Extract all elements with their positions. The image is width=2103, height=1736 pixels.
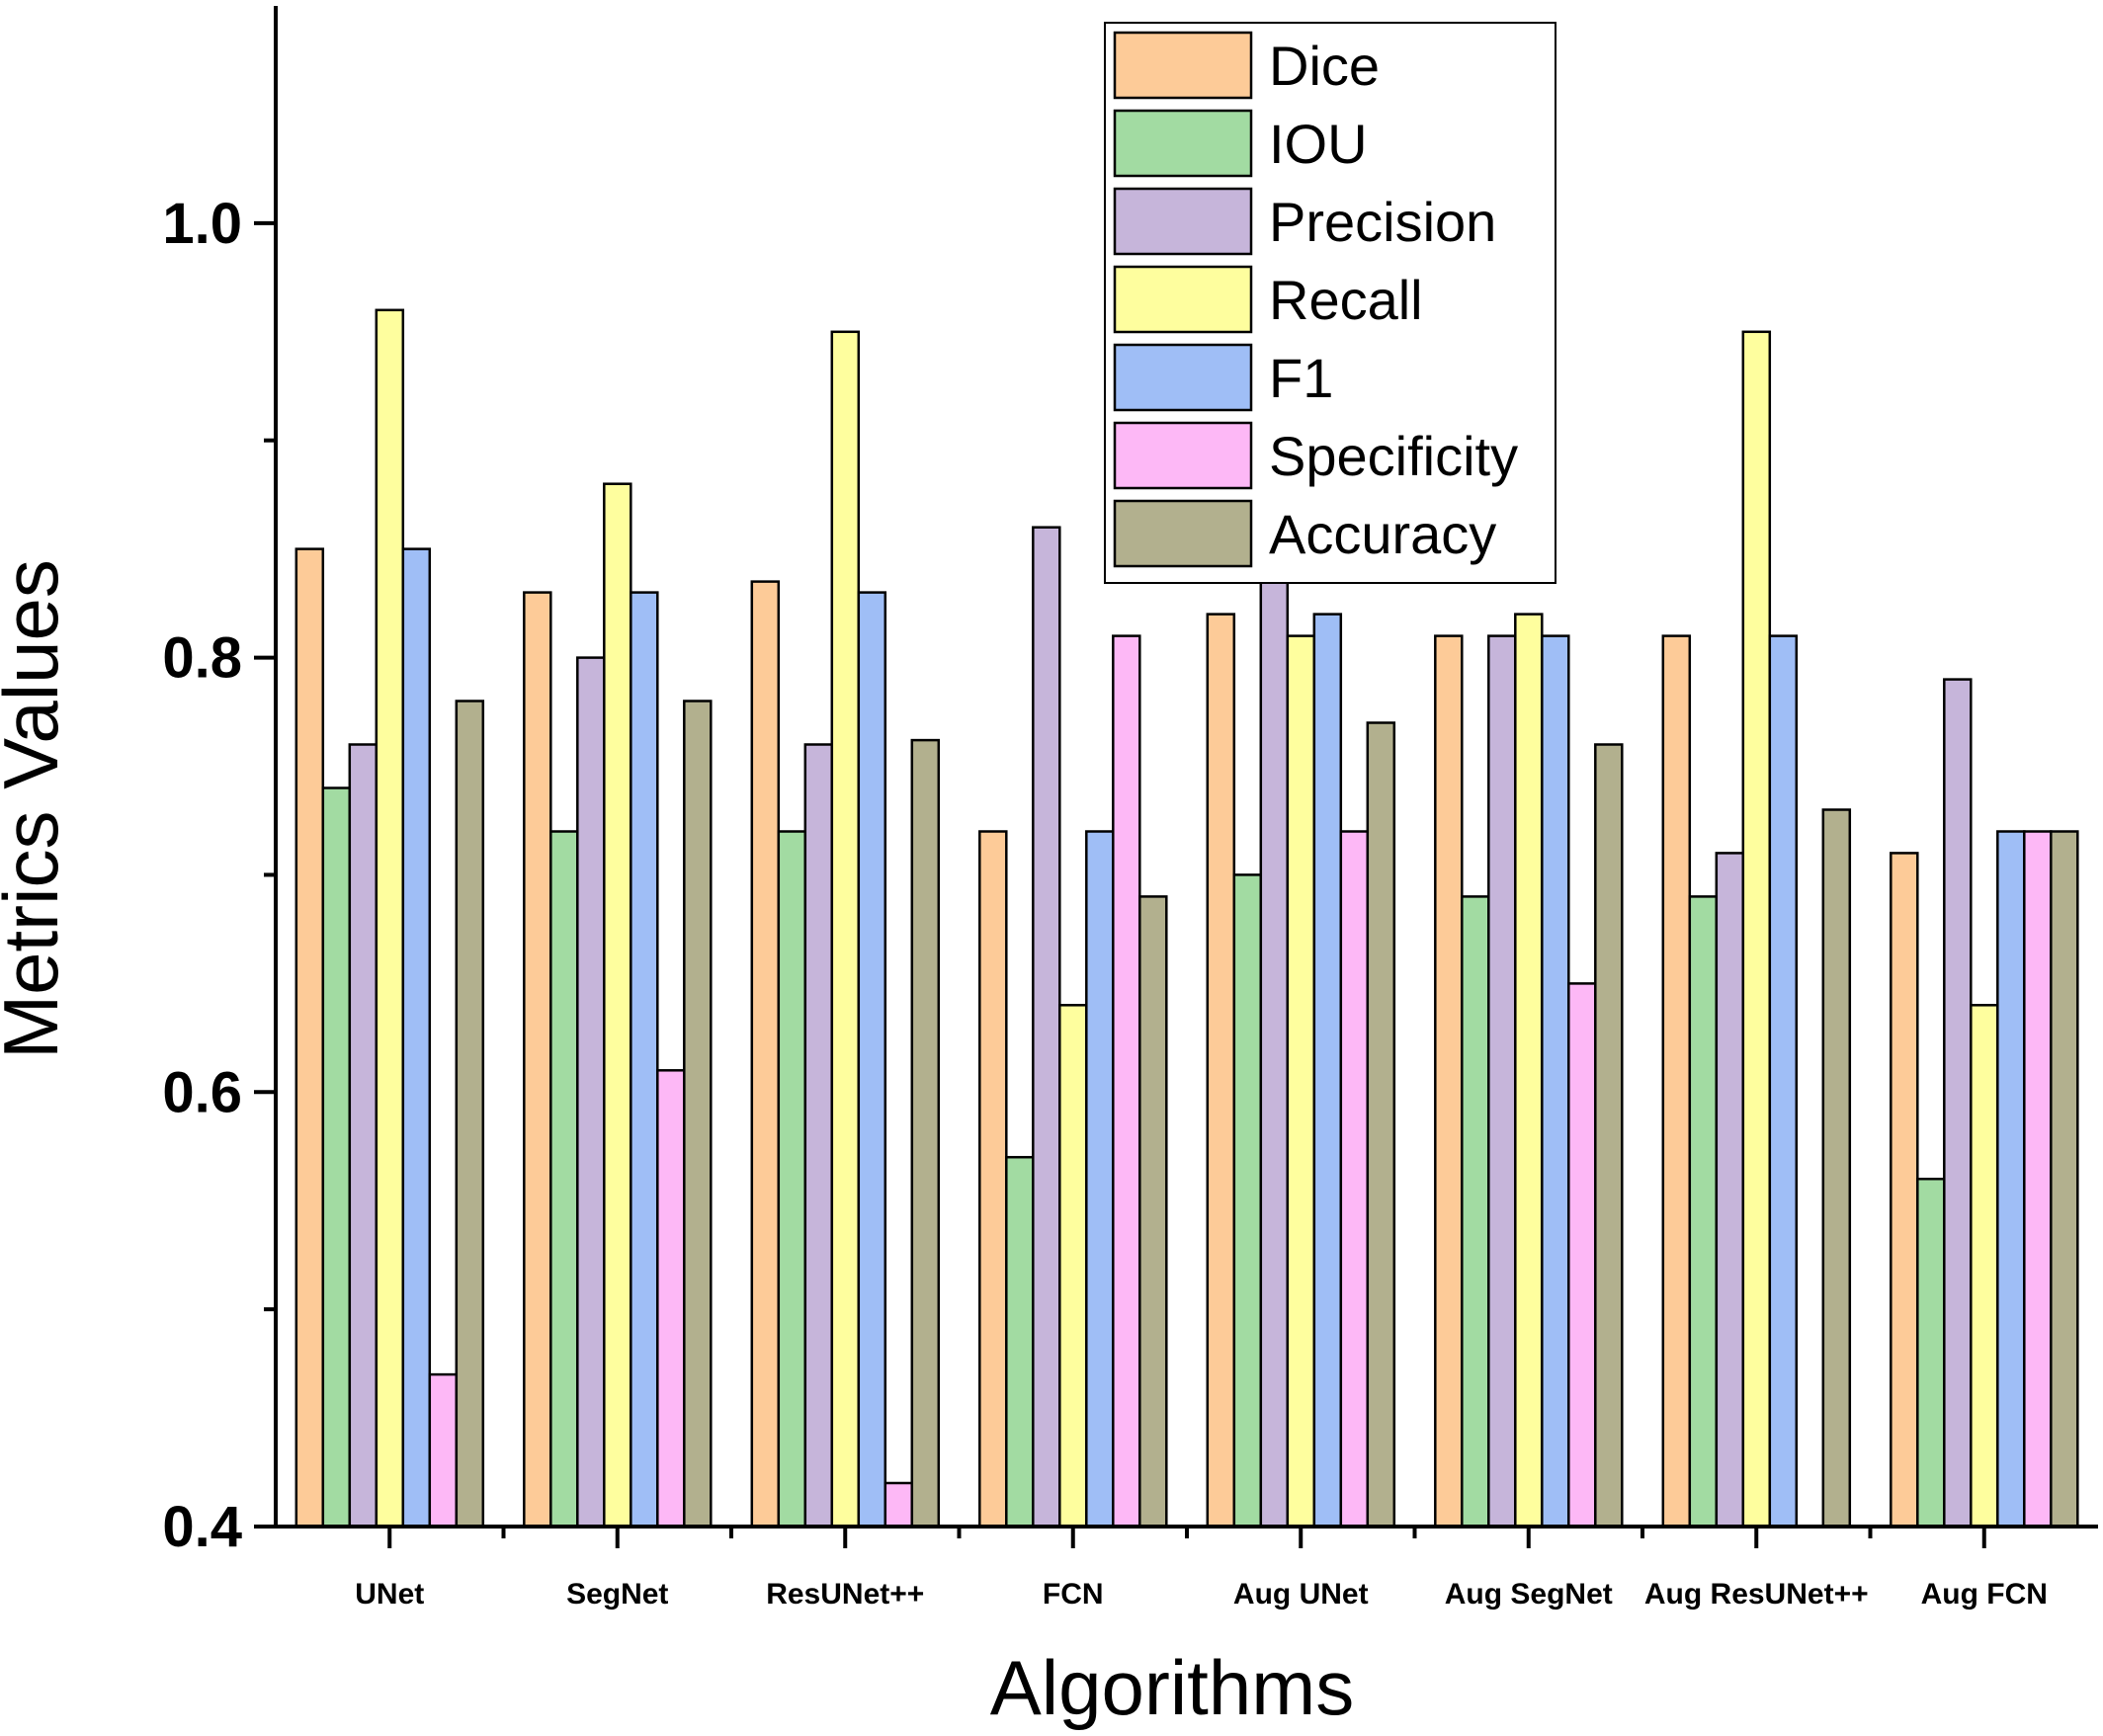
bar-accuracy-aug-fcn (2050, 830, 2079, 1529)
bar-recall-aug-unet (1286, 634, 1316, 1529)
bar-accuracy-resunet- (910, 738, 941, 1529)
y-tick-label: 0.4 (162, 1495, 242, 1559)
bar-precision-aug-resunet- (1715, 852, 1745, 1529)
bar-recall-aug-segnet (1514, 613, 1544, 1529)
legend-label-f1: F1 (1269, 347, 1333, 409)
x-tick-label: ResUNet++ (766, 1578, 924, 1611)
bar-dice-aug-segnet (1434, 634, 1464, 1529)
bar-precision-fcn (1032, 526, 1061, 1529)
legend-label-iou: IOU (1269, 113, 1368, 175)
legend-label-accuracy: Accuracy (1269, 503, 1496, 565)
legend-swatch-accuracy (1113, 499, 1253, 568)
bar-dice-fcn (978, 830, 1008, 1529)
bar-dice-aug-resunet- (1661, 634, 1692, 1529)
bar-specificity-resunet- (883, 1481, 914, 1529)
legend-swatch-specificity (1113, 421, 1253, 490)
bar-f1-fcn (1085, 830, 1115, 1529)
bar-specificity-fcn (1112, 634, 1141, 1529)
bar-dice-segnet (523, 591, 552, 1529)
bar-f1-aug-segnet (1541, 634, 1570, 1529)
bar-precision-aug-fcn (1943, 678, 1973, 1529)
bar-iou-unet (321, 786, 352, 1529)
axes-group: 0.4 0.6 0.8 1.0 UNet SegNet ResUNet++ FCN Aug UN… (162, 6, 2098, 1611)
bar-f1-unet (401, 547, 432, 1529)
bar-iou-segnet (549, 830, 579, 1529)
bar-specificity-aug-fcn (2023, 830, 2053, 1529)
bar-iou-fcn (1005, 1155, 1035, 1529)
bar-iou-aug-fcn (1916, 1177, 1946, 1529)
bar-f1-aug-fcn (1996, 830, 2026, 1529)
x-tick-label: Aug UNet (1233, 1578, 1369, 1611)
bar-recall-aug-fcn (1970, 1004, 1999, 1529)
bar-f1-aug-resunet- (1768, 634, 1799, 1529)
x-tick-label: UNet (355, 1578, 424, 1611)
bar-dice-aug-fcn (1890, 852, 1919, 1529)
x-tick-label: Aug FCN (1921, 1578, 2048, 1611)
legend-label-recall: Recall (1269, 269, 1423, 331)
legend-label-precision: Precision (1269, 191, 1496, 253)
bar-specificity-unet (428, 1372, 459, 1529)
bar-specificity-aug-segnet (1567, 982, 1597, 1529)
bar-accuracy-fcn (1138, 895, 1168, 1529)
bars-group (294, 308, 2079, 1529)
bar-precision-aug-segnet (1487, 634, 1517, 1529)
bar-accuracy-segnet (683, 700, 713, 1529)
x-tick-label: SegNet (566, 1578, 668, 1611)
x-tick-label: FCN (1043, 1578, 1104, 1611)
legend-swatch-recall (1113, 265, 1253, 334)
bar-precision-segnet (576, 656, 606, 1529)
bar-recall-segnet (603, 482, 632, 1529)
bar-accuracy-unet (455, 700, 485, 1529)
legend-swatch-iou (1113, 109, 1253, 178)
x-axis-title: Algorithms (990, 1644, 1354, 1731)
bar-accuracy-aug-segnet (1594, 743, 1624, 1529)
bar-iou-aug-segnet (1461, 895, 1490, 1529)
legend-swatch-precision (1113, 187, 1253, 256)
bar-iou-aug-unet (1232, 873, 1263, 1529)
legend-swatch-dice (1113, 31, 1253, 100)
bar-f1-aug-unet (1312, 613, 1343, 1529)
y-axis-title: Metrics Values (0, 559, 74, 1059)
bar-iou-resunet- (777, 830, 807, 1529)
bar-dice-unet (294, 547, 325, 1529)
legend-label-specificity: Specificity (1269, 425, 1518, 487)
y-tick-label: 1.0 (162, 192, 242, 256)
bar-f1-resunet- (857, 591, 887, 1529)
legend-swatch-f1 (1113, 343, 1253, 412)
y-tick-label: 0.8 (162, 626, 242, 691)
bar-dice-aug-unet (1206, 613, 1236, 1529)
y-tick-label: 0.6 (162, 1060, 242, 1124)
legend: Dice IOU Precision Recall F1 Specificity Accur… (1104, 22, 1556, 584)
bar-recall-fcn (1058, 1004, 1088, 1529)
bar-specificity-aug-unet (1339, 830, 1370, 1529)
bar-iou-aug-resunet- (1688, 895, 1719, 1529)
bar-recall-unet (375, 308, 405, 1529)
bar-dice-resunet- (750, 580, 781, 1529)
x-tick-label: Aug ResUNet++ (1644, 1578, 1869, 1611)
bar-precision-resunet- (803, 743, 834, 1529)
bar-precision-unet (348, 743, 379, 1529)
bar-accuracy-aug-resunet- (1821, 808, 1852, 1529)
bar-recall-resunet- (830, 330, 861, 1529)
bar-f1-segnet (630, 591, 659, 1529)
bar-accuracy-aug-unet (1366, 721, 1396, 1529)
bar-precision-aug-unet (1259, 569, 1290, 1529)
bar-specificity-segnet (656, 1069, 686, 1529)
bar-recall-aug-resunet- (1741, 330, 1772, 1529)
x-tick-label: Aug SegNet (1445, 1578, 1613, 1611)
legend-label-dice: Dice (1269, 35, 1380, 97)
